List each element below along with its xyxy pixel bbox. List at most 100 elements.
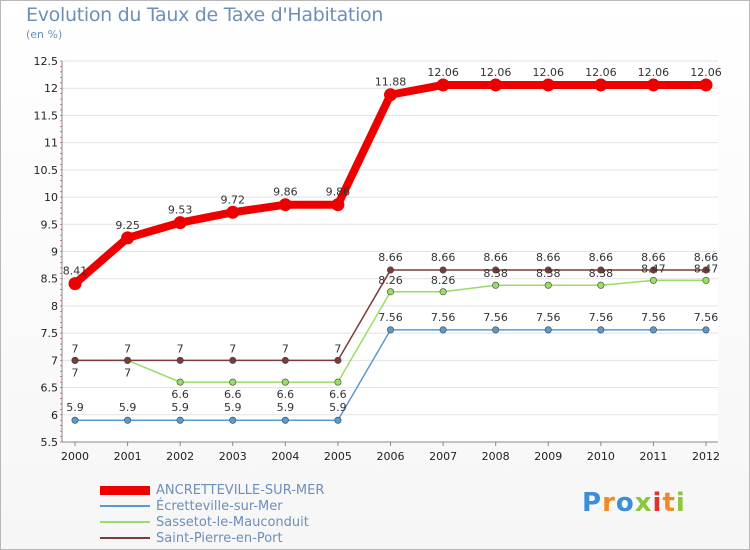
data-label: 12.06 [427, 66, 459, 79]
y-tick-label: 10.5 [34, 164, 59, 177]
legend-label: Écretteville-sur-Mer [156, 499, 283, 514]
data-point [176, 416, 184, 424]
data-point [597, 326, 605, 334]
data-point [439, 266, 447, 274]
y-tick-label: 6 [51, 409, 58, 422]
data-label: 8.47 [694, 262, 719, 275]
data-point [544, 326, 552, 334]
legend-swatch [100, 485, 150, 495]
data-point [646, 78, 660, 92]
line-chart: 5.5 6 6.5 7 7.5 8 8.5 9 9.5 10 10.5 11 11.5 12 12.5 200… [34, 55, 722, 463]
data-label: 9.25 [115, 219, 140, 232]
y-tick-label: 8.5 [41, 273, 59, 286]
logo-letter: r [602, 488, 616, 518]
data-point [384, 88, 397, 102]
data-point [173, 216, 187, 230]
legend-swatch [100, 505, 150, 507]
data-label: 7 [72, 366, 79, 379]
data-label: 11.88 [375, 76, 407, 89]
logo-letter: o [615, 488, 635, 518]
data-label: 6.6 [171, 388, 189, 401]
y-tick-label: 7 [51, 354, 58, 367]
x-tick-label: 2002 [166, 450, 194, 463]
data-label: 7.56 [378, 311, 403, 324]
data-point [649, 266, 657, 274]
data-label: 8.66 [536, 251, 561, 264]
chart-subtitle: (en %) [26, 28, 63, 41]
y-tick-label: 5.5 [41, 436, 59, 449]
x-tick-label: 2012 [692, 450, 720, 463]
data-label: 8.66 [589, 251, 614, 264]
data-label: 8.66 [431, 251, 456, 264]
data-label: 7 [124, 366, 131, 379]
data-point [492, 266, 500, 274]
data-label: 7 [124, 342, 131, 355]
data-point [334, 416, 342, 424]
data-label: 5.9 [119, 401, 137, 414]
data-label: 8.66 [641, 251, 666, 264]
data-point [544, 266, 552, 274]
x-tick-label: 2001 [114, 450, 142, 463]
data-point [597, 266, 605, 274]
x-tick-label: 2010 [587, 450, 615, 463]
logo-letter: t [662, 488, 676, 518]
data-point [176, 378, 184, 386]
y-tick-label: 10 [44, 191, 58, 204]
data-point [649, 276, 657, 284]
data-point [649, 326, 657, 334]
data-label: 8.38 [536, 267, 561, 280]
data-label: 7 [282, 342, 289, 355]
legend-label: ANCRETTEVILLE-SUR-MER [156, 483, 325, 498]
data-label: 5.9 [277, 401, 295, 414]
data-point [386, 326, 394, 334]
data-label: 8.26 [431, 274, 456, 287]
data-label: 9.86 [326, 186, 351, 199]
data-point [439, 326, 447, 334]
y-tick-label: 9 [51, 246, 58, 259]
data-label: 9.72 [221, 193, 246, 206]
x-tick-label: 2007 [429, 450, 457, 463]
data-point [699, 78, 713, 92]
data-label: 12.06 [638, 66, 670, 79]
x-tick-label: 2004 [271, 450, 299, 463]
data-label: 8.38 [483, 267, 508, 280]
data-label: 6.6 [224, 388, 242, 401]
y-tick-label: 8 [51, 300, 58, 313]
data-point [281, 356, 289, 364]
data-point [386, 266, 394, 274]
data-label: 8.26 [378, 274, 403, 287]
logo-letter: P [582, 488, 603, 518]
y-tick-label: 6.5 [41, 382, 59, 395]
y-tick-label: 7.5 [41, 327, 59, 340]
y-tick-label: 12 [44, 82, 58, 95]
data-point [541, 78, 555, 92]
data-label: 6.6 [277, 388, 295, 401]
chart-title: Evolution du Taux de Taxe d'Habitation [26, 4, 384, 26]
y-tick-label: 12.5 [34, 55, 59, 68]
data-label: 9.53 [168, 204, 193, 217]
data-point [492, 281, 500, 289]
y-tick-label: 11 [44, 137, 58, 150]
x-tick-label: 2006 [377, 450, 405, 463]
data-label: 8.66 [483, 251, 508, 264]
legend-swatch [100, 521, 150, 523]
x-tick-label: 2003 [219, 450, 247, 463]
data-point [334, 356, 342, 364]
data-label: 8.66 [694, 251, 719, 264]
data-label: 12.06 [690, 66, 722, 79]
logo-letter: i [652, 488, 663, 518]
data-label: 5.9 [329, 401, 347, 414]
data-point [489, 78, 503, 92]
data-point [702, 326, 710, 334]
data-point [331, 198, 345, 212]
data-label: 7 [177, 342, 184, 355]
data-label: 7.56 [641, 311, 666, 324]
data-point [597, 281, 605, 289]
x-tick-label: 2009 [534, 450, 562, 463]
data-point [334, 378, 342, 386]
data-label: 5.9 [171, 401, 189, 414]
data-label: 12.06 [480, 66, 512, 79]
logo-letter: i [675, 488, 686, 518]
data-label: 6.6 [329, 388, 347, 401]
data-label: 12.06 [585, 66, 617, 79]
